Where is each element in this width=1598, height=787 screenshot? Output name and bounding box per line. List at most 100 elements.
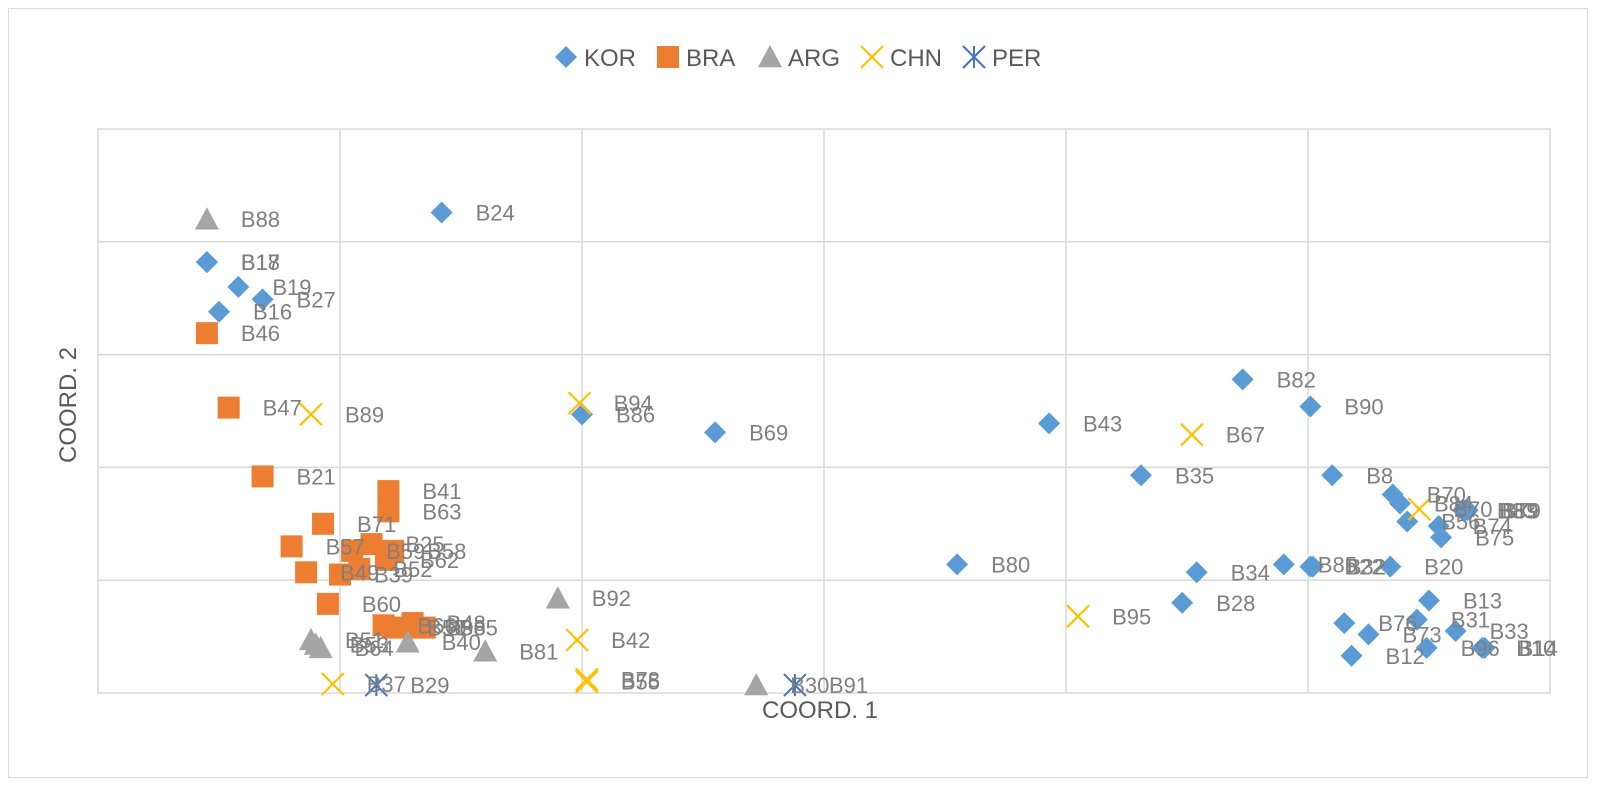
point-chn-b37 [320, 672, 345, 696]
legend-label: BRA [686, 45, 735, 72]
point-kor-b79 [1456, 499, 1479, 522]
data-label: B80 [991, 552, 1030, 577]
data-label: B65 [459, 616, 498, 641]
point-kor-b73 [1357, 623, 1380, 646]
point-arg-b81 [473, 639, 498, 662]
point-kor-b76 [1333, 612, 1356, 635]
point-kor-b8 [1321, 464, 1344, 487]
point-bra-b49 [295, 561, 318, 584]
point-bra-b57 [280, 535, 303, 558]
point-chn-b89 [299, 402, 323, 427]
data-label: B46 [241, 321, 280, 346]
point-kor-b19 [227, 275, 250, 298]
point-arg-b92 [545, 586, 570, 609]
point-kor-b69 [704, 421, 727, 444]
data-label: B10 [1516, 636, 1555, 661]
data-label: B71 [357, 512, 396, 537]
data-label: B96 [1461, 636, 1500, 661]
data-label: B58 [427, 539, 466, 564]
point-kor-b90 [1299, 395, 1322, 418]
data-label: B39 [374, 563, 413, 588]
data-label: B55 [621, 670, 660, 695]
point-kor-b12 [1340, 644, 1363, 667]
point-per-b29 [364, 673, 389, 697]
data-label: B88 [241, 207, 280, 232]
point-kor-b13 [1418, 589, 1440, 612]
point-kor-b82 [1231, 368, 1254, 391]
data-label: B89 [345, 402, 384, 427]
point-kor-b75 [1430, 526, 1453, 549]
data-label: B53 [350, 632, 389, 657]
point-per-b91 [783, 673, 807, 697]
point-chn-b95 [1066, 604, 1090, 629]
data-label: B89 [1499, 498, 1538, 523]
point-kor-b14 [1473, 636, 1496, 659]
data-label: B25 [405, 532, 444, 557]
legend-label: PER [992, 45, 1041, 72]
legend-marker-chn [860, 45, 884, 69]
data-label: B41 [422, 479, 461, 504]
data-label: B12 [1386, 644, 1425, 669]
point-bra-b63 [377, 500, 400, 523]
data-label: B49 [340, 560, 379, 585]
data-label: B43 [1083, 411, 1122, 436]
point-bra-b59 [341, 539, 364, 562]
point-arg-b64 [308, 635, 333, 659]
data-label: B28 [1216, 591, 1255, 616]
data-label: B57 [326, 534, 365, 559]
point-kor-b27 [251, 288, 274, 311]
data-label: B70 [1427, 482, 1466, 507]
data-label: B40 [442, 630, 481, 655]
data-label: B98 [447, 616, 486, 641]
data-label: B60 [362, 592, 401, 617]
point-kor-b31 [1405, 608, 1428, 631]
point-kor-b34 [1185, 561, 1208, 584]
data-label: B35 [1175, 463, 1214, 488]
data-label: B82 [1277, 367, 1316, 392]
data-label: B83 [1497, 498, 1536, 523]
data-label: B85 [1318, 552, 1357, 577]
data-label: B79 [1502, 498, 1541, 523]
point-bra-b62 [374, 548, 397, 571]
data-label: B90 [1344, 394, 1383, 419]
data-label: B14 [1519, 636, 1558, 661]
data-label: B91 [829, 673, 868, 698]
point-kor-b43 [1038, 412, 1061, 435]
point-bra-b41 [377, 480, 400, 503]
data-label: B48 [447, 611, 486, 636]
data-label: B69 [749, 420, 788, 445]
data-points [194, 201, 1496, 697]
data-label: B27 [297, 287, 336, 312]
data-label: B86 [616, 402, 655, 427]
data-label: B19 [272, 275, 311, 300]
point-kor-b96 [1415, 636, 1438, 659]
data-label: B76 [1378, 611, 1417, 636]
data-label: B75 [1475, 525, 1514, 550]
data-label: B13 [1463, 589, 1502, 614]
data-label: B33 [1490, 619, 1529, 644]
data-label: B95 [1112, 604, 1151, 629]
point-kor-b84 [1388, 492, 1411, 515]
legend-label: KOR [584, 45, 636, 72]
legend-item-kor: KOR [555, 45, 636, 72]
point-bra-b52 [348, 557, 371, 580]
point-chn-b78 [575, 667, 599, 692]
point-kor-b33 [1444, 619, 1467, 642]
data-label: B70 [1453, 497, 1492, 522]
point-bra-b21 [251, 465, 274, 488]
point-chn-b70 [1407, 497, 1432, 521]
legend-item-chn: CHN [860, 45, 942, 72]
data-label: B37 [367, 672, 406, 697]
point-arg-b40 [395, 630, 420, 653]
data-label: B59 [386, 539, 425, 564]
data-label: B16 [253, 300, 292, 325]
y-axis-title: COORD. 2 [55, 347, 82, 463]
point-arg-b30 [744, 673, 769, 696]
point-kor-b80 [946, 553, 969, 576]
legend-marker-per [962, 45, 986, 69]
data-label: B47 [263, 396, 302, 421]
point-kor-b32 [1301, 555, 1324, 578]
data-label: B78 [621, 667, 660, 692]
point-kor-b28 [1171, 591, 1194, 614]
point-kor-b16 [208, 300, 230, 323]
